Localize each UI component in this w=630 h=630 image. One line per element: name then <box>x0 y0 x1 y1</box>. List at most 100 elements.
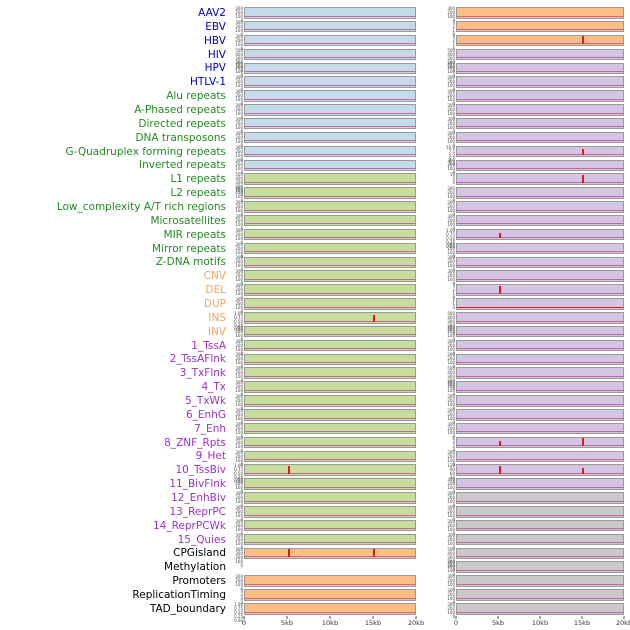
track-label: Inverted repeats <box>138 159 226 172</box>
track-label: Alu repeats <box>166 90 226 103</box>
signal-baseline <box>457 98 623 100</box>
y-tick-label: 200 <box>235 190 243 196</box>
signal-baseline <box>457 459 623 461</box>
y-tick-label: 300 <box>447 518 455 524</box>
signal-baseline <box>457 417 623 419</box>
y-tick-label: 500 <box>447 310 455 316</box>
y-tick-label: 100 <box>235 27 243 33</box>
column-gap <box>416 186 442 200</box>
y-tick-label: 100 <box>447 332 455 338</box>
y-tick-label: 200 <box>235 554 243 560</box>
track-row: A-Phased repeats 300 200 100 0 300 200 100 0 <box>0 103 630 120</box>
track-panel-right <box>456 228 624 241</box>
y-tick-label: 300 <box>235 6 243 11</box>
track-label: 3_TxFlnk <box>179 367 226 380</box>
y-tick-label: 300 <box>235 89 243 95</box>
y-tick-label: 0 <box>452 447 455 453</box>
track-panel-left <box>244 228 416 241</box>
left-panel-group: 300 200 100 0 <box>230 89 416 106</box>
y-axis-ticks-right: 10 5 0 <box>442 172 456 186</box>
track-panel-right <box>456 547 624 560</box>
signal-baseline <box>245 597 415 599</box>
y-axis-ticks-left: 300 200 100 0 <box>230 103 244 120</box>
y-tick-label: 0 <box>452 530 455 536</box>
y-tick-label: 0 <box>240 192 243 198</box>
signal-baseline <box>457 445 623 447</box>
y-tick-label: 300 <box>235 338 243 344</box>
track-panel-right <box>456 48 624 61</box>
y-axis-ticks-left: 300 200 100 0 <box>230 505 244 521</box>
y-axis-ticks-left: 300 200 100 0 <box>230 200 244 217</box>
y-tick-label: 0 <box>452 544 455 550</box>
y-tick-label: 200 <box>235 342 243 348</box>
column-gap <box>416 366 442 380</box>
y-axis-ticks-left: 300 200 100 0 <box>230 61 244 78</box>
left-panel-group: 300 200 100 0 <box>230 422 416 438</box>
track-label: Z-DNA motifs <box>155 256 226 269</box>
y-tick-label: 0 <box>240 350 243 356</box>
y-tick-label: 0 <box>452 572 455 578</box>
track-label: INV <box>207 325 226 338</box>
y-tick-label: 300 <box>447 352 455 358</box>
y-axis-ticks-left: 300 200 100 0 <box>230 422 244 438</box>
y-tick-label: 300 <box>235 158 243 164</box>
right-panel-group: 300 200 100 0 <box>442 269 624 286</box>
signal-baseline <box>245 84 415 86</box>
signal-baseline <box>457 514 623 516</box>
y-tick-label: 0 <box>452 461 455 467</box>
signal-baseline <box>457 71 623 73</box>
track-label: 11_BivFlnk <box>169 478 226 491</box>
track-panel-right <box>456 270 624 282</box>
y-tick-label: 100 <box>235 582 243 588</box>
right-panel-group: 300 200 100 0 <box>442 255 624 272</box>
left-panel-group: 300 200 100 0 <box>230 61 416 78</box>
x-tick-label: 0 <box>241 618 247 627</box>
column-gap <box>416 89 442 103</box>
y-tick-label: 300 <box>235 491 243 497</box>
x-tick-mark <box>372 615 374 619</box>
y-tick-label: 200 <box>235 522 243 528</box>
track-panel-left <box>244 76 416 88</box>
track-label: AAV2 <box>198 6 226 19</box>
signal-baseline <box>245 403 415 405</box>
y-tick-label: 200 <box>447 411 455 417</box>
x-tick-label: 5kb <box>280 618 294 627</box>
track-row: CPGisland 400 300 200 100 0 500 400 300 200 100 0 <box>0 547 630 571</box>
signal-baseline <box>457 265 623 267</box>
y-tick-label: 200 <box>235 245 243 251</box>
right-panel-group: 500 400 300 200 100 0 <box>442 47 624 72</box>
track-panel-right <box>456 7 624 19</box>
y-tick-label: 300 <box>235 366 243 372</box>
y-tick-label: 0 <box>240 281 243 287</box>
y-tick-label: 0 <box>240 142 243 148</box>
signal-baseline <box>457 486 623 488</box>
x-tick-label: 10kb <box>531 618 549 627</box>
y-tick-label: 0.50 <box>234 471 243 477</box>
y-axis-ticks-left: 300 200 100 0 <box>230 394 244 411</box>
signal-baseline <box>457 569 623 571</box>
y-tick-label: 100 <box>235 221 243 227</box>
y-tick-label: 200 <box>235 384 243 390</box>
y-axis-ticks-right: 300 200 100 0 <box>442 339 456 355</box>
y-tick-label: 100 <box>235 558 243 564</box>
y-tick-label: 0.0 <box>448 160 455 166</box>
y-axis-ticks-left: 300 200 100 0 <box>230 450 244 466</box>
column-gap <box>416 477 442 491</box>
y-axis-ticks-right: 300 200 100 0 <box>442 394 456 411</box>
track-label: 14_ReprPCWk <box>152 519 226 532</box>
right-panel-group: 300 200 100 0 <box>442 533 624 550</box>
y-tick-label: 100 <box>235 305 243 311</box>
y-tick-label: 500 <box>447 47 455 53</box>
y-tick-label: 0 <box>452 305 455 311</box>
track-panel-left <box>244 145 416 158</box>
track-panel-left <box>244 7 416 19</box>
y-tick-label: 100 <box>447 221 455 227</box>
y-tick-label: 0 <box>452 613 455 619</box>
y-tick-label: 100 <box>235 346 243 352</box>
signal-baseline <box>245 500 415 502</box>
y-tick-label: 0 <box>452 180 455 186</box>
y-tick-label: 300 <box>235 103 243 109</box>
signal-baseline <box>457 472 623 474</box>
y-tick-label: 0 <box>452 212 455 218</box>
